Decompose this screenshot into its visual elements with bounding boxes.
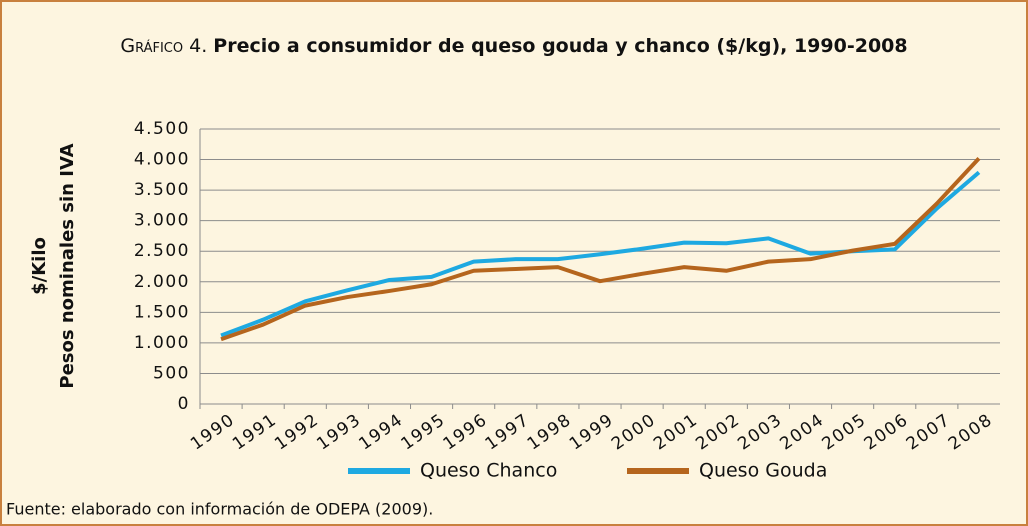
y-tick-label: 4.000: [134, 150, 190, 170]
y-tick-label: 500: [153, 363, 190, 383]
y-tick-label: 3.500: [134, 180, 190, 200]
y-tick-label: 3.000: [134, 211, 190, 231]
y-tick-label: 2.000: [134, 272, 190, 292]
legend-label: Queso Chanco: [420, 460, 557, 482]
source-note: Fuente: elaborado con información de ODE…: [6, 500, 433, 519]
chart-title: Precio a consumidor de queso gouda y cha…: [213, 35, 907, 57]
legend-label: Queso Gouda: [699, 460, 827, 482]
y-tick-label: 4.500: [134, 119, 190, 139]
y-tick-label: 1.000: [134, 333, 190, 353]
y-tick-label: 0: [178, 394, 190, 414]
chart-title-label: Gráfico 4.: [120, 35, 207, 57]
line-series: [220, 156, 981, 342]
y-axis-label: Pesos nominales sin IVA: [57, 143, 78, 388]
y-tick-label: 1.500: [134, 302, 190, 322]
chart-title-wrap: Gráfico 4. Precio a consumidor de queso g…: [120, 35, 907, 57]
y-tick-label: 2.500: [134, 241, 190, 261]
y-axis-label: $/Kilo: [29, 237, 50, 295]
